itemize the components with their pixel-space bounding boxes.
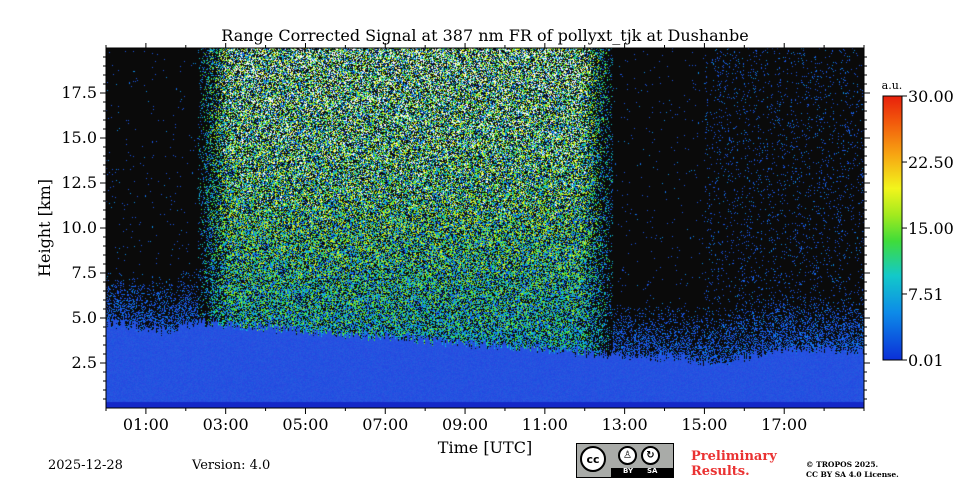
footer-version: Version: 4.0 [192,458,271,473]
y-tick-label: 10.0 [61,218,97,237]
heatmap-image [106,48,864,408]
colorbar: a.u. 0.01 7.51 15.00 22.50 30.00 [882,79,954,370]
copyright-notice: © TROPOS 2025. CC BY SA 4.0 License. [806,460,899,480]
colorbar-unit: a.u. [882,79,903,92]
y-tick-label: 7.5 [72,263,97,282]
x-axis: 01:00 03:00 05:00 07:00 09:00 11:00 13:00 15:00… [105,43,865,434]
colorbar-tick-label: 30.00 [908,87,954,106]
preliminary-results-notice: Preliminary Results. [691,449,777,479]
chart-title: Range Corrected Signal at 387 nm FR of p… [221,26,748,45]
colorbar-gradient [882,95,903,361]
y-axis: 2.5 5.0 7.5 10.0 12.5 15.0 17.5 [61,56,870,400]
share-alike-icon: ↻ [641,446,660,465]
attribution-person-icon: ♙ [618,446,637,465]
x-tick-label: 05:00 [282,415,328,434]
colorbar-tick-label: 15.00 [908,219,954,238]
colorbar-tick-label: 22.50 [908,153,954,172]
y-tick-label: 17.5 [61,83,97,102]
cc-icon: cc [580,446,606,472]
colorbar-tick-label: 7.51 [908,285,944,304]
y-tick-label: 5.0 [72,308,97,327]
x-tick-label: 07:00 [362,415,408,434]
cc-license-badge: cc ♙ ↻ BY SA [576,443,674,478]
footer-date: 2025-12-28 [48,458,123,473]
y-tick-label: 15.0 [61,128,97,147]
y-axis-title: Height [km] [35,179,54,277]
preliminary-line2: Results. [691,464,750,479]
copyright-line2: CC BY SA 4.0 License. [806,470,899,479]
x-tick-label: 11:00 [522,415,568,434]
y-tick-label: 12.5 [61,173,97,192]
x-tick-label: 03:00 [203,415,249,434]
x-tick-label: 01:00 [123,415,169,434]
heatmap-plot-area [106,48,864,408]
x-tick-label: 17:00 [761,415,807,434]
preliminary-line1: Preliminary [691,449,777,464]
badge-strip: BY SA [611,467,673,477]
badge-by-label: BY [623,467,634,475]
x-axis-title: Time [UTC] [438,438,532,457]
colorbar-ticks: 0.01 7.51 15.00 22.50 30.00 [902,87,954,370]
colorbar-tick-label: 0.01 [908,351,944,370]
x-tick-label: 09:00 [442,415,488,434]
y-tick-label: 2.5 [72,353,97,372]
badge-sa-label: SA [647,467,658,475]
copyright-line1: © TROPOS 2025. [806,460,879,469]
x-tick-label: 15:00 [681,415,727,434]
x-tick-label: 13:00 [602,415,648,434]
